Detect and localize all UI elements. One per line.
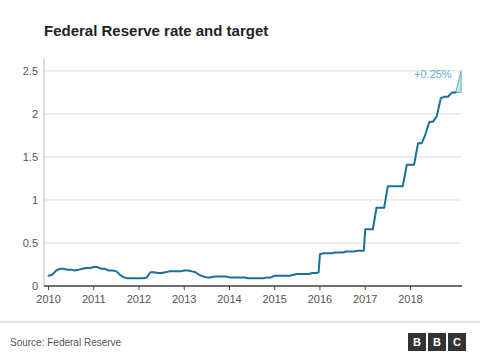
- x-axis-line: [44, 285, 462, 287]
- logo: BBC: [408, 333, 466, 351]
- x-tick-label: 2011: [82, 293, 106, 305]
- logo-letter: B: [413, 336, 421, 348]
- logo-box: [428, 333, 446, 351]
- x-tick: [410, 286, 411, 290]
- x-tick-label: 2015: [262, 293, 286, 305]
- rate-line: [49, 92, 456, 278]
- logo-letter: C: [453, 336, 461, 348]
- x-tick: [319, 286, 320, 290]
- logo-box: [408, 333, 426, 351]
- source: Source: Federal Reserve: [10, 337, 122, 348]
- x-tick: [229, 286, 230, 290]
- x-tick: [139, 286, 140, 290]
- y-tick-label: 1.5: [23, 151, 38, 163]
- grid-line: [44, 199, 462, 200]
- x-tick-label: 2017: [353, 293, 377, 305]
- x-tick: [93, 286, 94, 290]
- logo-box: [448, 333, 466, 351]
- footer-line: [0, 322, 480, 323]
- x-tick-label: 2018: [398, 293, 422, 305]
- y-axis-line: [44, 58, 45, 286]
- x-tick: [274, 286, 275, 290]
- y-tick-label: 2.5: [23, 65, 38, 77]
- annotation: +0.25%: [414, 68, 452, 80]
- logo-text: BBC: [413, 336, 461, 348]
- grid-line: [44, 113, 462, 114]
- x-tick: [365, 286, 366, 290]
- x-tick-label: 2010: [36, 293, 60, 305]
- x-tick-label: 2013: [172, 293, 196, 305]
- y-tick-label: 0: [32, 280, 38, 292]
- logo-letter: B: [433, 336, 441, 348]
- x-tick-label: 2016: [308, 293, 332, 305]
- x-tick-label: 2014: [217, 293, 241, 305]
- grid-line: [44, 242, 462, 243]
- y-tick-label: 2: [32, 108, 38, 120]
- x-tick-label: 2012: [127, 293, 151, 305]
- x-tick: [48, 286, 49, 290]
- x-tick: [184, 286, 185, 290]
- plot-area: [49, 71, 462, 278]
- background: [0, 0, 480, 363]
- y-tick-label: 0.5: [23, 237, 38, 249]
- grid-line: [44, 70, 462, 71]
- title: Federal Reserve rate and target: [44, 22, 268, 39]
- grid-line: [44, 156, 462, 157]
- projection-triangle: [456, 71, 461, 93]
- grid-line: [44, 286, 462, 287]
- y-tick-label: 1: [32, 194, 38, 206]
